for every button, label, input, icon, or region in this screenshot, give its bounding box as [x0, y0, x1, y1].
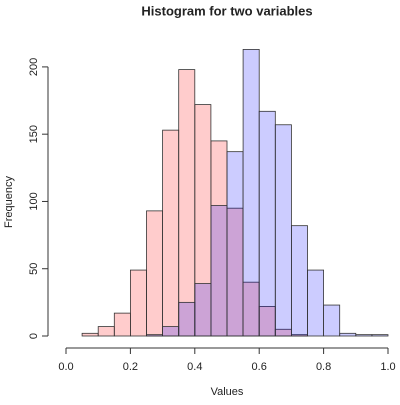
bar [274, 124, 292, 337]
bar [81, 332, 99, 337]
x-tick-label: 0.2 [123, 361, 138, 373]
x-tick-label: 0.6 [252, 361, 267, 373]
bar [97, 326, 115, 337]
y-tick-label: 200 [28, 58, 40, 76]
bar [307, 269, 325, 337]
y-axis-label: Frequency [3, 176, 15, 228]
x-tick-label: 0.4 [187, 361, 202, 373]
bar [290, 225, 308, 337]
bar [178, 69, 196, 337]
bar [113, 312, 131, 337]
bar [146, 210, 164, 337]
bar [371, 334, 389, 337]
y-tick-label: 100 [28, 192, 40, 210]
chart-title: Histogram for two variables [141, 3, 312, 18]
bar [226, 151, 244, 337]
x-tick-label: 0.0 [58, 361, 73, 373]
bar [162, 326, 180, 337]
bar [129, 269, 147, 337]
x-axis-label: Values [211, 386, 244, 398]
y-tick-label: 50 [28, 263, 40, 275]
x-tick-label: 1.0 [380, 361, 395, 373]
bar [178, 301, 196, 337]
y-tick-label: 0 [28, 333, 40, 339]
bar [210, 205, 228, 337]
bar [162, 129, 180, 337]
bar [146, 334, 164, 337]
x-tick-label: 0.8 [316, 361, 331, 373]
bar [339, 332, 357, 337]
y-tick-label: 150 [28, 125, 40, 143]
bar [355, 334, 373, 337]
bar [323, 304, 341, 337]
bar [258, 110, 276, 337]
bar [242, 49, 260, 337]
bar [194, 283, 212, 337]
